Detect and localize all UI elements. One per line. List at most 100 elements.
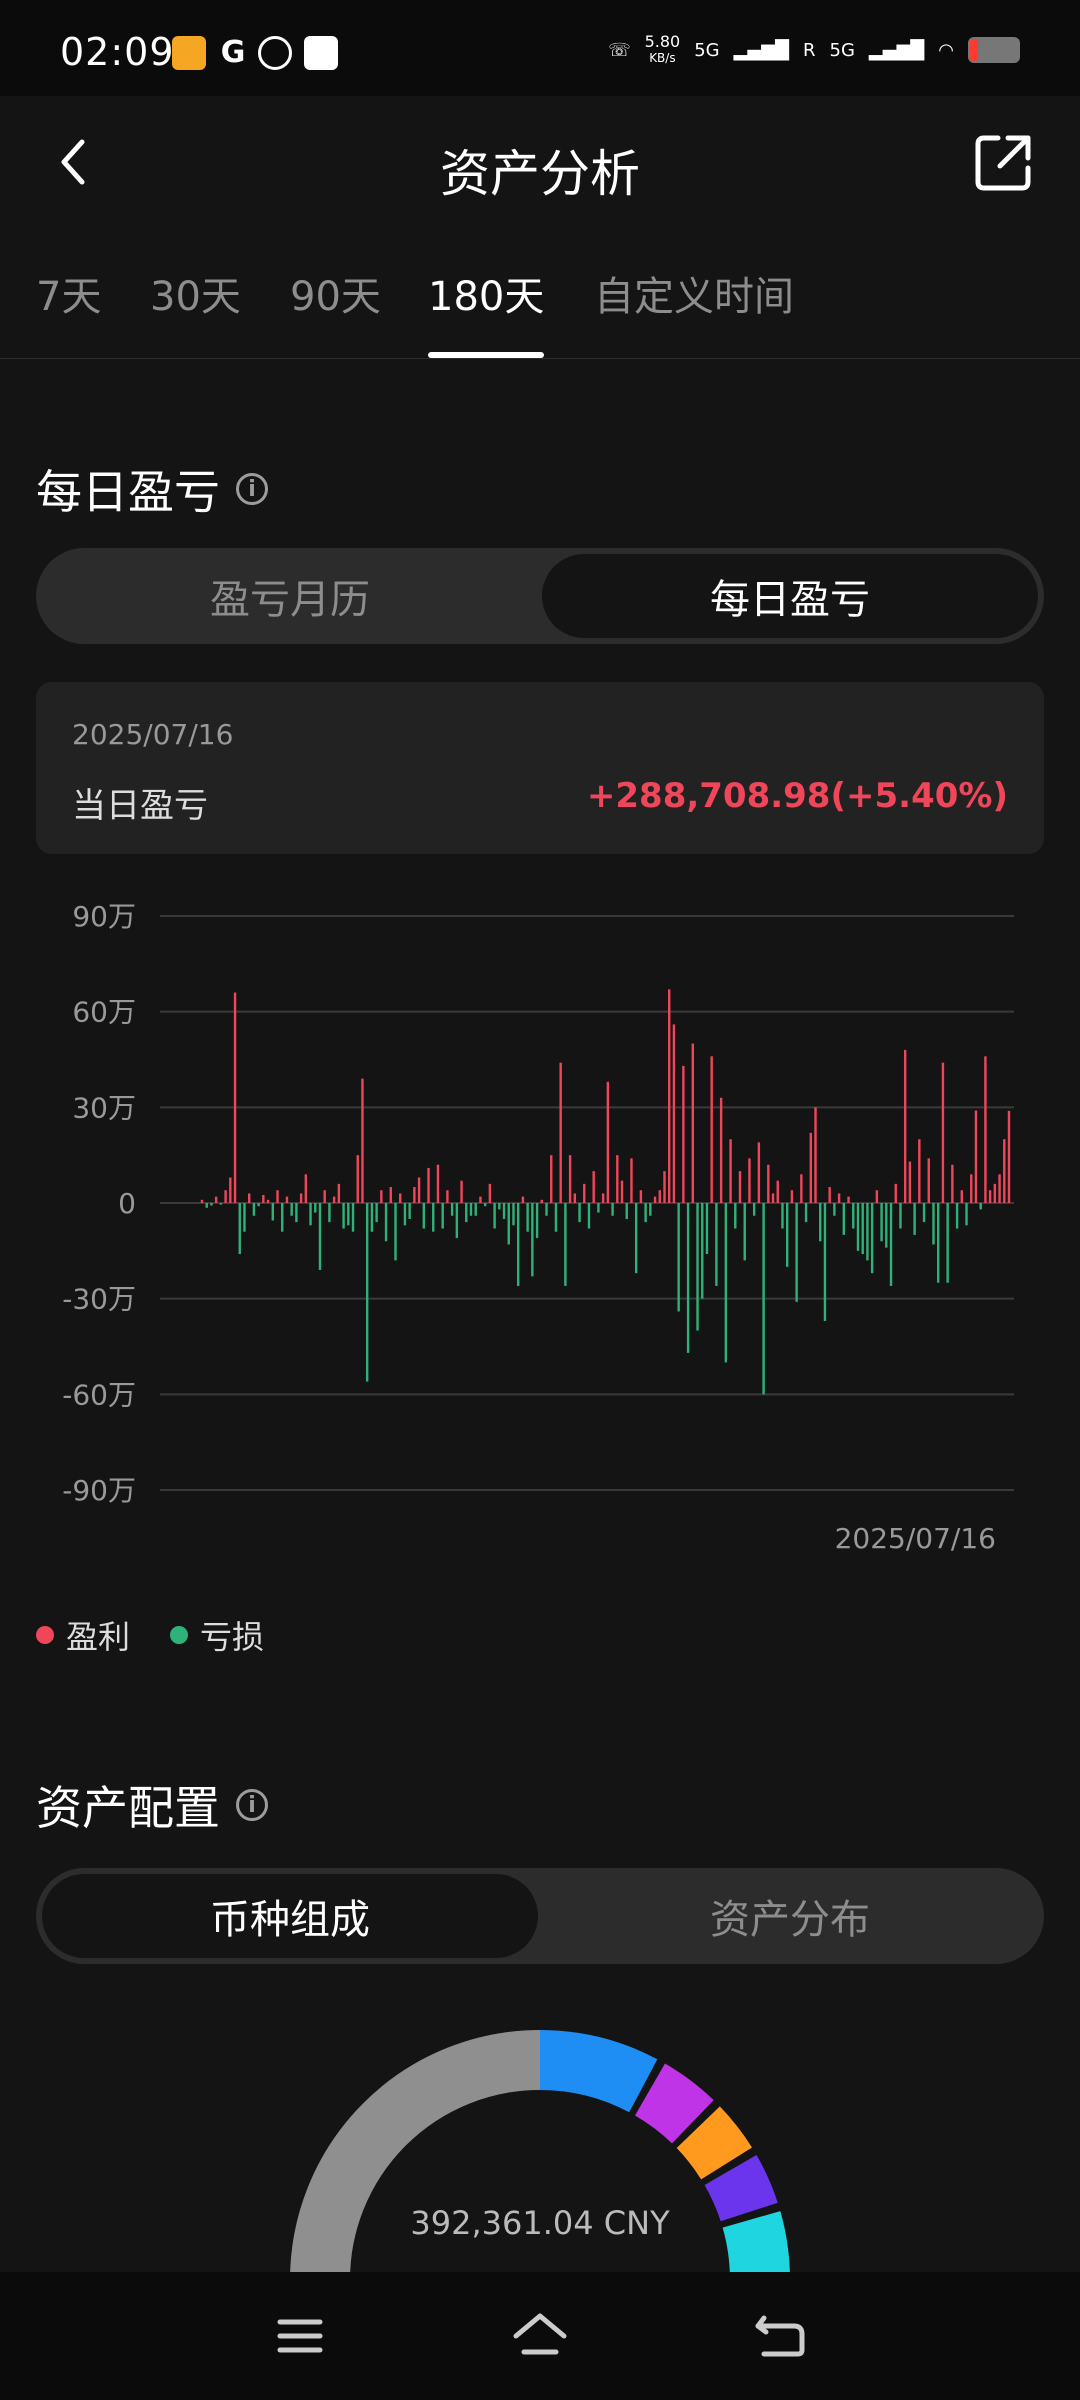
chart-bar — [951, 1164, 954, 1203]
chart-bar — [710, 1056, 713, 1203]
share-button[interactable] — [968, 128, 1038, 198]
chart-bar — [587, 1203, 591, 1229]
y-tick-label: 30万 — [72, 1091, 136, 1124]
chart-bar — [568, 1155, 572, 1203]
segment-asset-distribution[interactable]: 资产分布 — [710, 1897, 870, 1943]
chart-bar — [455, 1203, 459, 1239]
menu-icon[interactable] — [270, 2306, 330, 2366]
chart-bar — [809, 1132, 812, 1203]
chart-bar — [729, 1139, 732, 1203]
chart-bar — [776, 1180, 779, 1203]
info-icon-2[interactable]: i — [236, 1789, 268, 1821]
chart-bar — [375, 1203, 378, 1223]
chart-bar — [823, 1203, 827, 1321]
y-tick-label: -60万 — [62, 1378, 136, 1411]
chart-bar — [677, 1203, 680, 1312]
chart-bar — [592, 1171, 595, 1203]
wifi-icon: ◠ — [938, 39, 954, 61]
tab-180d[interactable]: 180天 — [428, 274, 545, 320]
chart-bar — [932, 1203, 935, 1245]
profit-dot — [36, 1626, 54, 1644]
chart-bar — [705, 1203, 709, 1255]
chart-bar — [597, 1203, 600, 1213]
chart-bar — [819, 1203, 822, 1242]
chart-bar — [903, 1049, 907, 1203]
chart-bar — [767, 1164, 770, 1203]
signal-bars-icon-2: ▂▄▆█ — [868, 39, 925, 61]
chart-bar — [686, 1203, 690, 1353]
chart-bar — [828, 1187, 831, 1203]
tab-90d[interactable]: 90天 — [290, 274, 381, 320]
chart-bar — [394, 1203, 397, 1261]
donut-segment-blue — [539, 2030, 658, 2113]
home-icon[interactable] — [510, 2306, 570, 2366]
chart-bar — [479, 1196, 482, 1203]
chart-bar — [955, 1203, 959, 1229]
chart-bar — [271, 1203, 274, 1221]
chart-bar — [285, 1196, 289, 1203]
chart-bar — [516, 1203, 520, 1286]
chart-bar — [715, 1203, 718, 1286]
roaming-indicator: R — [802, 39, 816, 61]
weibo-icon — [172, 36, 206, 70]
chart-bar — [611, 1203, 614, 1216]
period-tabs: 7天 30天 90天 180天 自定义时间 — [0, 240, 1080, 359]
tab-7d[interactable]: 7天 — [36, 274, 102, 320]
chart-bar — [682, 1065, 685, 1203]
chart-bar — [441, 1203, 444, 1229]
chart-bar — [403, 1203, 407, 1226]
battery-icon — [968, 37, 1020, 63]
daily-pnl-chart[interactable]: 90万 60万 30万 0 -30万 -60万 -90万 2025/07/16 — [0, 880, 1080, 1580]
chart-bar — [247, 1193, 251, 1203]
chart-bar — [304, 1174, 308, 1203]
chart-bar — [583, 1183, 586, 1203]
chevron-left-icon — [61, 139, 85, 185]
chart-bar — [691, 1043, 695, 1203]
chart-bar — [450, 1203, 454, 1216]
chart-bar — [540, 1199, 543, 1203]
chart-bar — [781, 1203, 784, 1229]
chart-bar — [427, 1167, 430, 1203]
info-icon[interactable]: i — [236, 473, 268, 505]
app-icon — [258, 36, 292, 70]
legend-loss: 亏损 — [170, 1612, 264, 1658]
legend-profit: 盈利 — [36, 1612, 130, 1658]
daily-pnl-segmented: 盈亏月历 每日盈亏 — [36, 548, 1044, 644]
chart-bar — [408, 1203, 411, 1219]
chart-bar — [365, 1203, 369, 1382]
chart-bar — [625, 1203, 628, 1219]
chart-bar — [347, 1203, 350, 1226]
chart-bar — [318, 1203, 322, 1270]
chart-bar — [606, 1081, 610, 1203]
chart-bar — [351, 1203, 355, 1232]
back-button[interactable] — [46, 132, 106, 192]
tab-30d[interactable]: 30天 — [150, 274, 241, 320]
donut-segment-purple — [634, 2063, 714, 2144]
chart-bar — [214, 1196, 218, 1203]
return-icon[interactable] — [750, 2306, 810, 2366]
chart-bar — [757, 1142, 761, 1203]
chart-bar — [229, 1177, 232, 1203]
segment-currency-composition[interactable]: 币种组成 — [42, 1874, 538, 1958]
chart-bar — [332, 1196, 336, 1203]
chart-bar — [432, 1203, 435, 1232]
chart-bar — [649, 1203, 652, 1216]
chart-bar — [422, 1203, 426, 1229]
segment-pnl-calendar[interactable]: 盈亏月历 — [210, 577, 370, 623]
chart-bar — [399, 1193, 402, 1203]
chart-bar — [262, 1195, 265, 1203]
chart-bar — [545, 1203, 548, 1216]
chart-bar — [946, 1203, 949, 1283]
segment-daily-pnl[interactable]: 每日盈亏 — [542, 554, 1038, 638]
tab-custom[interactable]: 自定义时间 — [594, 274, 794, 320]
chart-bar — [668, 989, 671, 1203]
chart-bar — [998, 1174, 1001, 1203]
chart-bar — [314, 1203, 317, 1213]
chart-bar — [474, 1203, 477, 1216]
chart-bar — [941, 1062, 945, 1203]
chart-bar — [564, 1203, 567, 1286]
chart-bar — [804, 1203, 808, 1223]
chart-bar — [281, 1203, 284, 1232]
x-end-label: 2025/07/16 — [835, 1522, 996, 1555]
chart-bar — [337, 1183, 341, 1203]
